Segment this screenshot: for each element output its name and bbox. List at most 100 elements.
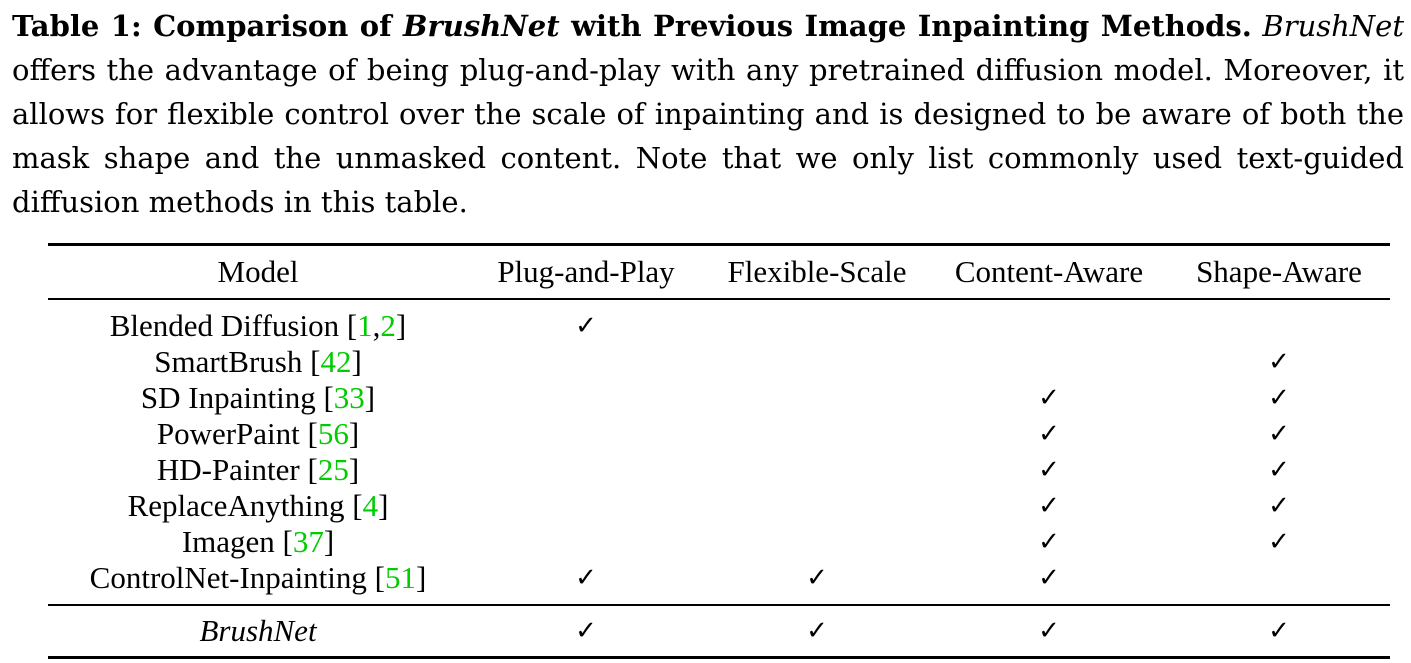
check-ours-flexible-scale: ✓ <box>704 605 930 658</box>
header-content-aware: Content-Aware <box>954 254 1144 289</box>
header-plug-and-play: Plug-and-Play <box>497 254 675 289</box>
checkmark-icon: ✓ <box>1038 563 1060 593</box>
check-cell-flexible-scale <box>704 299 930 344</box>
checkmark-icon: ✓ <box>1268 616 1290 646</box>
model-name: ControlNet-Inpainting <box>89 560 367 595</box>
check-cell-plug-and-play <box>468 452 704 488</box>
check-cell-content-aware: ✓ <box>930 524 1168 560</box>
model-name: PowerPaint <box>156 416 300 451</box>
citation-link[interactable]: 25 <box>317 452 349 487</box>
caption-label: Table 1: <box>12 9 142 43</box>
checkmark-icon: ✓ <box>1268 527 1290 557</box>
table-caption: Table 1: Comparison of BrushNet with Pre… <box>12 4 1404 224</box>
table-row: ControlNet-Inpainting [51] ✓ ✓ ✓ <box>48 560 1390 605</box>
check-cell-content-aware <box>930 299 1168 344</box>
checkmark-icon: ✓ <box>1038 491 1060 521</box>
model-name-ours: BrushNet <box>199 613 317 648</box>
model-name-cell: SmartBrush [42] <box>154 344 362 379</box>
model-name-cell: Blended Diffusion [1,2] <box>109 308 407 343</box>
citation-link[interactable]: 51 <box>384 560 416 595</box>
check-cell-flexible-scale <box>704 380 930 416</box>
table-row: PowerPaint [56] ✓ ✓ <box>48 416 1390 452</box>
checkmark-icon: ✓ <box>806 563 828 593</box>
check-cell-flexible-scale <box>704 344 930 380</box>
check-cell-plug-and-play: ✓ <box>468 299 704 344</box>
model-name-cell: ControlNet-Inpainting [51] <box>89 560 427 595</box>
model-name-cell: SD Inpainting [33] <box>140 380 376 415</box>
check-cell-plug-and-play <box>468 488 704 524</box>
model-name: Imagen <box>181 524 275 559</box>
check-cell-shape-aware: ✓ <box>1168 380 1390 416</box>
check-cell-plug-and-play <box>468 416 704 452</box>
header-flexible-scale: Flexible-Scale <box>727 254 907 289</box>
citation-link[interactable]: 56 <box>317 416 349 451</box>
model-name: HD-Painter <box>156 452 300 487</box>
table-row: SD Inpainting [33] ✓ ✓ <box>48 380 1390 416</box>
check-cell-plug-and-play: ✓ <box>468 560 704 605</box>
citation-link[interactable]: 33 <box>333 380 365 415</box>
table-row-ours: BrushNet ✓ ✓ ✓ ✓ <box>48 605 1390 658</box>
check-cell-content-aware <box>930 344 1168 380</box>
check-cell-shape-aware <box>1168 299 1390 344</box>
model-name-cell: PowerPaint [56] <box>156 416 360 451</box>
model-name-cell: Imagen [37] <box>181 524 335 559</box>
citation-link[interactable]: 42 <box>320 344 352 379</box>
check-cell-shape-aware: ✓ <box>1168 344 1390 380</box>
check-ours-content-aware: ✓ <box>930 605 1168 658</box>
check-cell-content-aware: ✓ <box>930 488 1168 524</box>
checkmark-icon: ✓ <box>1038 383 1060 413</box>
check-cell-plug-and-play <box>468 344 704 380</box>
checkmark-icon: ✓ <box>1038 527 1060 557</box>
check-cell-shape-aware: ✓ <box>1168 524 1390 560</box>
checkmark-icon: ✓ <box>1268 347 1290 377</box>
check-cell-flexible-scale <box>704 416 930 452</box>
checkmark-icon: ✓ <box>1038 419 1060 449</box>
caption-body-method: BrushNet <box>1262 9 1404 43</box>
table-row: HD-Painter [25] ✓ ✓ <box>48 452 1390 488</box>
model-name: SmartBrush <box>154 344 303 379</box>
table-row: SmartBrush [42] ✓ <box>48 344 1390 380</box>
checkmark-icon: ✓ <box>575 616 597 646</box>
caption-title-method: BrushNet <box>403 9 560 43</box>
check-cell-flexible-scale <box>704 488 930 524</box>
model-name: SD Inpainting <box>140 380 316 415</box>
caption-title-prefix: Comparison of <box>153 9 403 43</box>
check-cell-flexible-scale <box>704 524 930 560</box>
caption-title: Table 1: Comparison of BrushNet with Pre… <box>12 9 1252 43</box>
table-body-ours: BrushNet ✓ ✓ ✓ ✓ <box>48 605 1390 658</box>
check-cell-plug-and-play <box>468 380 704 416</box>
check-cell-shape-aware <box>1168 560 1390 605</box>
checkmark-icon: ✓ <box>1038 616 1060 646</box>
model-name: Blended Diffusion <box>109 308 340 343</box>
header-model: Model <box>217 254 299 289</box>
check-cell-content-aware: ✓ <box>930 416 1168 452</box>
table-header-row: Model Plug-and-Play Flexible-Scale Conte… <box>48 244 1390 299</box>
comparison-table: Model Plug-and-Play Flexible-Scale Conte… <box>48 243 1390 659</box>
check-cell-shape-aware: ✓ <box>1168 488 1390 524</box>
citation-link[interactable]: 2 <box>380 308 396 343</box>
check-cell-flexible-scale <box>704 452 930 488</box>
table-body: Blended Diffusion [1,2] ✓ SmartBrush [42] ✓… <box>48 299 1390 605</box>
table-row: Blended Diffusion [1,2] ✓ <box>48 299 1390 344</box>
header-shape-aware: Shape-Aware <box>1196 254 1362 289</box>
model-name-cell: ReplaceAnything [4] <box>127 488 389 523</box>
checkmark-icon: ✓ <box>575 311 597 341</box>
check-cell-plug-and-play <box>468 524 704 560</box>
caption-title-suffix: with Previous Image Inpainting Methods. <box>559 9 1252 43</box>
checkmark-icon: ✓ <box>1268 491 1290 521</box>
citation-link[interactable]: 37 <box>292 524 324 559</box>
citation-link[interactable]: 4 <box>362 488 379 523</box>
check-cell-content-aware: ✓ <box>930 452 1168 488</box>
checkmark-icon: ✓ <box>575 563 597 593</box>
check-cell-flexible-scale: ✓ <box>704 560 930 605</box>
checkmark-icon: ✓ <box>1268 419 1290 449</box>
check-cell-content-aware: ✓ <box>930 560 1168 605</box>
citation-link[interactable]: 1 <box>357 308 373 343</box>
caption-body-text: offers the advantage of being plug-and-p… <box>12 53 1404 219</box>
check-ours-plug-and-play: ✓ <box>468 605 704 658</box>
checkmark-icon: ✓ <box>806 616 828 646</box>
checkmark-icon: ✓ <box>1038 455 1060 485</box>
model-name-cell: HD-Painter [25] <box>156 452 360 487</box>
check-cell-shape-aware: ✓ <box>1168 452 1390 488</box>
check-cell-content-aware: ✓ <box>930 380 1168 416</box>
